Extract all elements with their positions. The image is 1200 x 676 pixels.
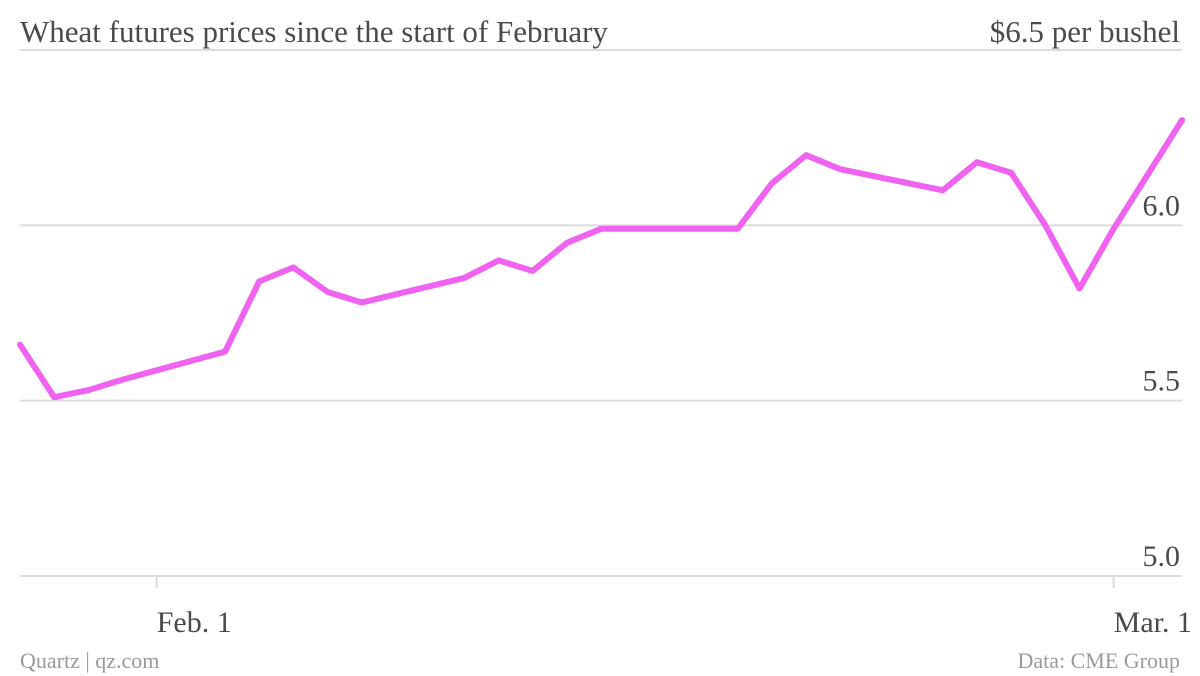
x-axis-ticks: Feb. 1 Mar. 1 (155, 576, 1192, 639)
y-tick-label: 5.0 (1143, 540, 1181, 573)
x-tick-label: Mar. 1 (1114, 606, 1192, 639)
series-group (17, 117, 1185, 401)
chart-title: Wheat futures prices since the start of … (20, 14, 608, 49)
gridlines (20, 224, 1182, 577)
series-line (17, 117, 1185, 401)
footer-source-right: Data: CME Group (1017, 648, 1180, 673)
unit-label: $6.5 per bushel (990, 14, 1180, 49)
x-tick-label: Feb. 1 (157, 606, 232, 639)
y-axis-ticks: 5.0 5.5 6.0 (1143, 189, 1181, 573)
y-tick-label: 5.5 (1143, 365, 1181, 398)
footer-source-left: Quartz | qz.com (20, 648, 159, 673)
y-tick-label: 6.0 (1143, 189, 1181, 222)
